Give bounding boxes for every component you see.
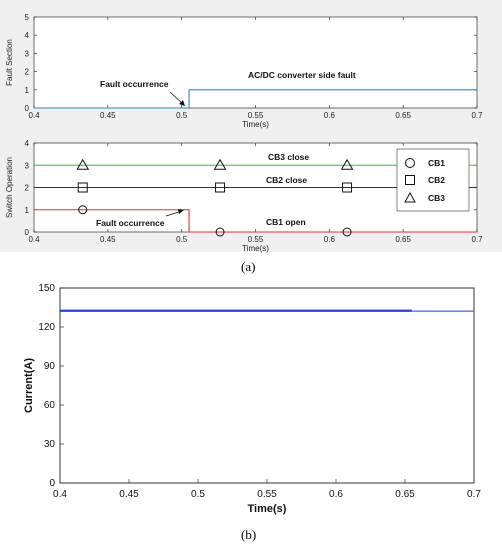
y-tick-label: 60 xyxy=(44,400,56,411)
marker-cb1 xyxy=(215,227,225,237)
x-axis-label: Time(s) xyxy=(248,503,287,515)
x-axis-label: Time(s) xyxy=(242,120,269,129)
chart-fault-section: 0.4 0.45 0.5 0.55 0.6 0.65 0.7 0 1 2 3 4 5 Time(s) Fau… xyxy=(5,13,483,129)
x-tick-label: 0.4 xyxy=(53,489,67,500)
x-tick-label: 0.65 xyxy=(395,235,411,244)
plot-area xyxy=(59,287,475,484)
series-line-cb1 xyxy=(34,209,477,233)
y-tick-label: 0 xyxy=(25,104,30,113)
annotation-arrowhead-a2 xyxy=(178,209,184,214)
annotation-cb1-open: CB1 open xyxy=(266,217,306,227)
y-axis-label: Switch Operation xyxy=(5,157,14,218)
panel-label-b: (b) xyxy=(241,527,256,542)
marker-cb3 xyxy=(340,158,354,170)
y-tick-label: 4 xyxy=(25,31,30,40)
y-tick-label: 3 xyxy=(25,49,30,58)
marker-cb1 xyxy=(78,205,88,215)
y-axis-label: Current(A) xyxy=(23,358,35,413)
legend-box xyxy=(396,148,470,212)
y-tick-label: 3 xyxy=(25,161,30,170)
x-tick-label: 0.65 xyxy=(395,489,415,500)
x-tick-label: 0.45 xyxy=(100,235,116,244)
y-tick-label: 120 xyxy=(38,322,55,333)
x-tick-label: 0.6 xyxy=(324,111,336,120)
x-tick-label: 0.4 xyxy=(28,111,40,120)
x-tick-label: 0.4 xyxy=(28,235,40,244)
y-axis-label: Fault Section xyxy=(5,39,14,86)
x-tick-label: 0.7 xyxy=(467,489,481,500)
annotation-fault-occurrence-a2: Fault occurrence xyxy=(96,218,165,228)
x-tick-label: 0.55 xyxy=(248,235,264,244)
x-tick-label: 0.45 xyxy=(100,111,116,120)
y-tick-label: 2 xyxy=(25,68,30,77)
panel-label-a: (a) xyxy=(241,259,255,274)
x-tick-label: 0.55 xyxy=(248,111,264,120)
x-tick-label: 0.5 xyxy=(176,111,188,120)
series-line-0 xyxy=(34,89,477,109)
y-tick-label: 0 xyxy=(49,478,55,489)
x-tick-label: 0.6 xyxy=(329,489,343,500)
legend-marker-cb1 xyxy=(405,158,415,168)
annotation-arrow-a1 xyxy=(169,91,184,105)
marker-cb3 xyxy=(76,158,90,170)
x-tick-label: 0.45 xyxy=(119,489,139,500)
x-tick-label: 0.6 xyxy=(324,235,336,244)
y-tick-label: 1 xyxy=(25,86,30,95)
x-tick-label: 0.7 xyxy=(471,235,483,244)
x-tick-label: 0.65 xyxy=(395,111,411,120)
x-tick-label: 0.5 xyxy=(191,489,205,500)
annotation-cb3-close: CB3 close xyxy=(268,152,309,162)
legend-marker-cb2 xyxy=(405,175,415,185)
y-tick-label: 30 xyxy=(44,439,56,450)
plot-area xyxy=(33,16,478,109)
legend-label-cb1: CB1 xyxy=(428,158,445,168)
annotation-arrowhead-a1 xyxy=(179,100,185,106)
legend-switch-operation: CB1 CB2 CB3 xyxy=(396,148,470,212)
legend-label-cb2: CB2 xyxy=(428,175,445,185)
marker-cb2 xyxy=(77,182,88,193)
annotation-cb2-close: CB2 close xyxy=(266,175,307,185)
chart-current: 0.4 0.45 0.5 0.55 0.6 0.65 0.7 0 30 60 90 120 150 Tim… xyxy=(23,283,481,515)
x-axis-label: Time(s) xyxy=(242,244,269,253)
y-tick-label: 150 xyxy=(38,283,55,294)
x-tick-label: 0.55 xyxy=(257,489,277,500)
annotation-fault-occurrence-a1: Fault occurrence xyxy=(100,79,169,89)
y-tick-label: 2 xyxy=(25,184,30,193)
x-tick-label: 0.5 xyxy=(176,235,188,244)
y-tick-label: 5 xyxy=(25,13,30,22)
legend-marker-cb3 xyxy=(404,191,416,203)
x-tick-label: 0.7 xyxy=(471,111,483,120)
y-tick-label: 0 xyxy=(25,228,30,237)
marker-cb2 xyxy=(215,182,226,193)
legend-label-cb3: CB3 xyxy=(428,193,445,203)
marker-cb2 xyxy=(342,182,353,193)
y-tick-label: 90 xyxy=(44,361,56,372)
annotation-acdc-fault: AC/DC converter side fault xyxy=(248,70,356,80)
marker-cb3 xyxy=(213,158,227,170)
marker-cb1 xyxy=(342,227,352,237)
y-tick-label: 1 xyxy=(25,206,30,215)
y-tick-label: 4 xyxy=(25,139,30,148)
